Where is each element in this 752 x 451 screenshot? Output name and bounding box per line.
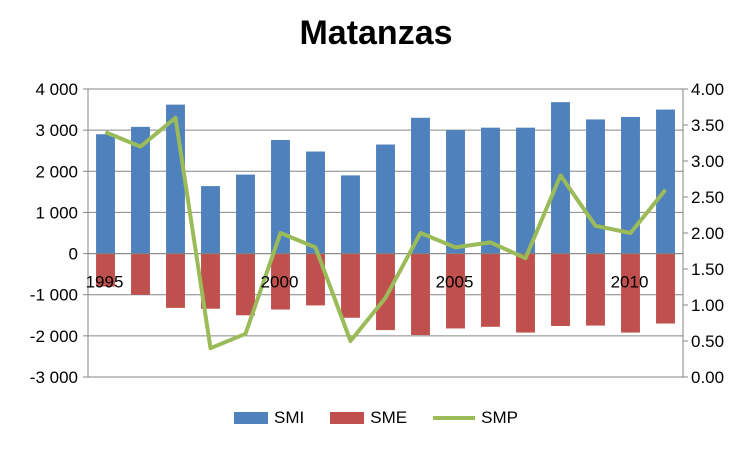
right-tick-label: 3.50 (691, 116, 724, 135)
bar-sme (411, 253, 430, 336)
right-tick-label: 1.00 (691, 296, 724, 315)
left-tick-label: 1 000 (35, 203, 78, 222)
bar-smi (586, 119, 605, 254)
bar-sme (656, 253, 675, 324)
bars (96, 102, 675, 336)
bar-sme (481, 253, 500, 327)
legend-swatch-sme (330, 412, 365, 424)
bar-smi (446, 130, 465, 254)
bar-sme (516, 253, 535, 333)
left-tick-label: 2 000 (35, 162, 78, 181)
bar-smi (306, 151, 325, 254)
left-tick-label: 0 (69, 245, 78, 264)
left-tick-label: -3 000 (30, 368, 78, 387)
right-tick-label: 2.00 (691, 224, 724, 243)
right-tick-label: 0.00 (691, 368, 724, 387)
bar-sme (551, 253, 570, 326)
legend-item-sme: SME (330, 408, 407, 428)
right-tick-label: 1.50 (691, 260, 724, 279)
bar-sme (306, 253, 325, 306)
x-tick-label: 2000 (261, 273, 299, 292)
legend: SMI SME SMP (0, 408, 752, 428)
x-tick-label: 2010 (611, 273, 649, 292)
bar-smi (131, 126, 150, 254)
legend-label-smi: SMI (274, 408, 305, 427)
bar-sme (376, 253, 395, 331)
right-tick-label: 4.00 (691, 80, 724, 99)
legend-label-sme: SME (370, 408, 408, 427)
chart-title: Matanzas (299, 14, 453, 52)
bar-sme (166, 253, 185, 308)
bar-sme (96, 253, 115, 287)
left-tick-label: -1 000 (30, 286, 78, 305)
legend-swatch-smi (234, 412, 269, 424)
bar-smi (481, 127, 500, 254)
right-tick-label: 3.00 (691, 152, 724, 171)
bar-smi (96, 134, 115, 254)
legend-label-smp: SMP (481, 408, 518, 427)
bar-sme (131, 253, 150, 295)
bar-smi (236, 174, 255, 254)
smp-line-series (104, 115, 668, 351)
bar-smi (341, 175, 360, 254)
bar-sme (271, 253, 290, 310)
bar-smi (376, 144, 395, 254)
bar-smi (411, 117, 430, 254)
legend-item-smi: SMI (234, 408, 304, 428)
left-tick-label: -2 000 (30, 327, 78, 346)
axes (83, 88, 688, 378)
bar-sme (201, 253, 220, 309)
bar-smi (201, 186, 220, 254)
left-tick-label: 3 000 (35, 121, 78, 140)
bar-smi (516, 127, 535, 254)
legend-item-smp: SMP (433, 408, 518, 428)
right-tick-label: 0.50 (691, 332, 724, 351)
bar-smi (271, 140, 290, 254)
bar-sme (446, 253, 465, 329)
bar-sme (621, 253, 640, 333)
left-tick-label: 4 000 (35, 80, 78, 99)
bar-smi (656, 109, 675, 254)
legend-swatch-smp (433, 416, 476, 420)
bar-sme (236, 253, 255, 316)
bar-sme (341, 253, 360, 318)
right-tick-label: 2.50 (691, 188, 724, 207)
x-tick-label: 2005 (436, 273, 474, 292)
bar-sme (586, 253, 605, 326)
x-tick-label: 1995 (86, 273, 124, 292)
tick-labels: -3 000 -2 000 -1 000 0 1 000 2 000 3 000 4 000 0… (30, 80, 724, 387)
bar-smi (621, 116, 640, 254)
